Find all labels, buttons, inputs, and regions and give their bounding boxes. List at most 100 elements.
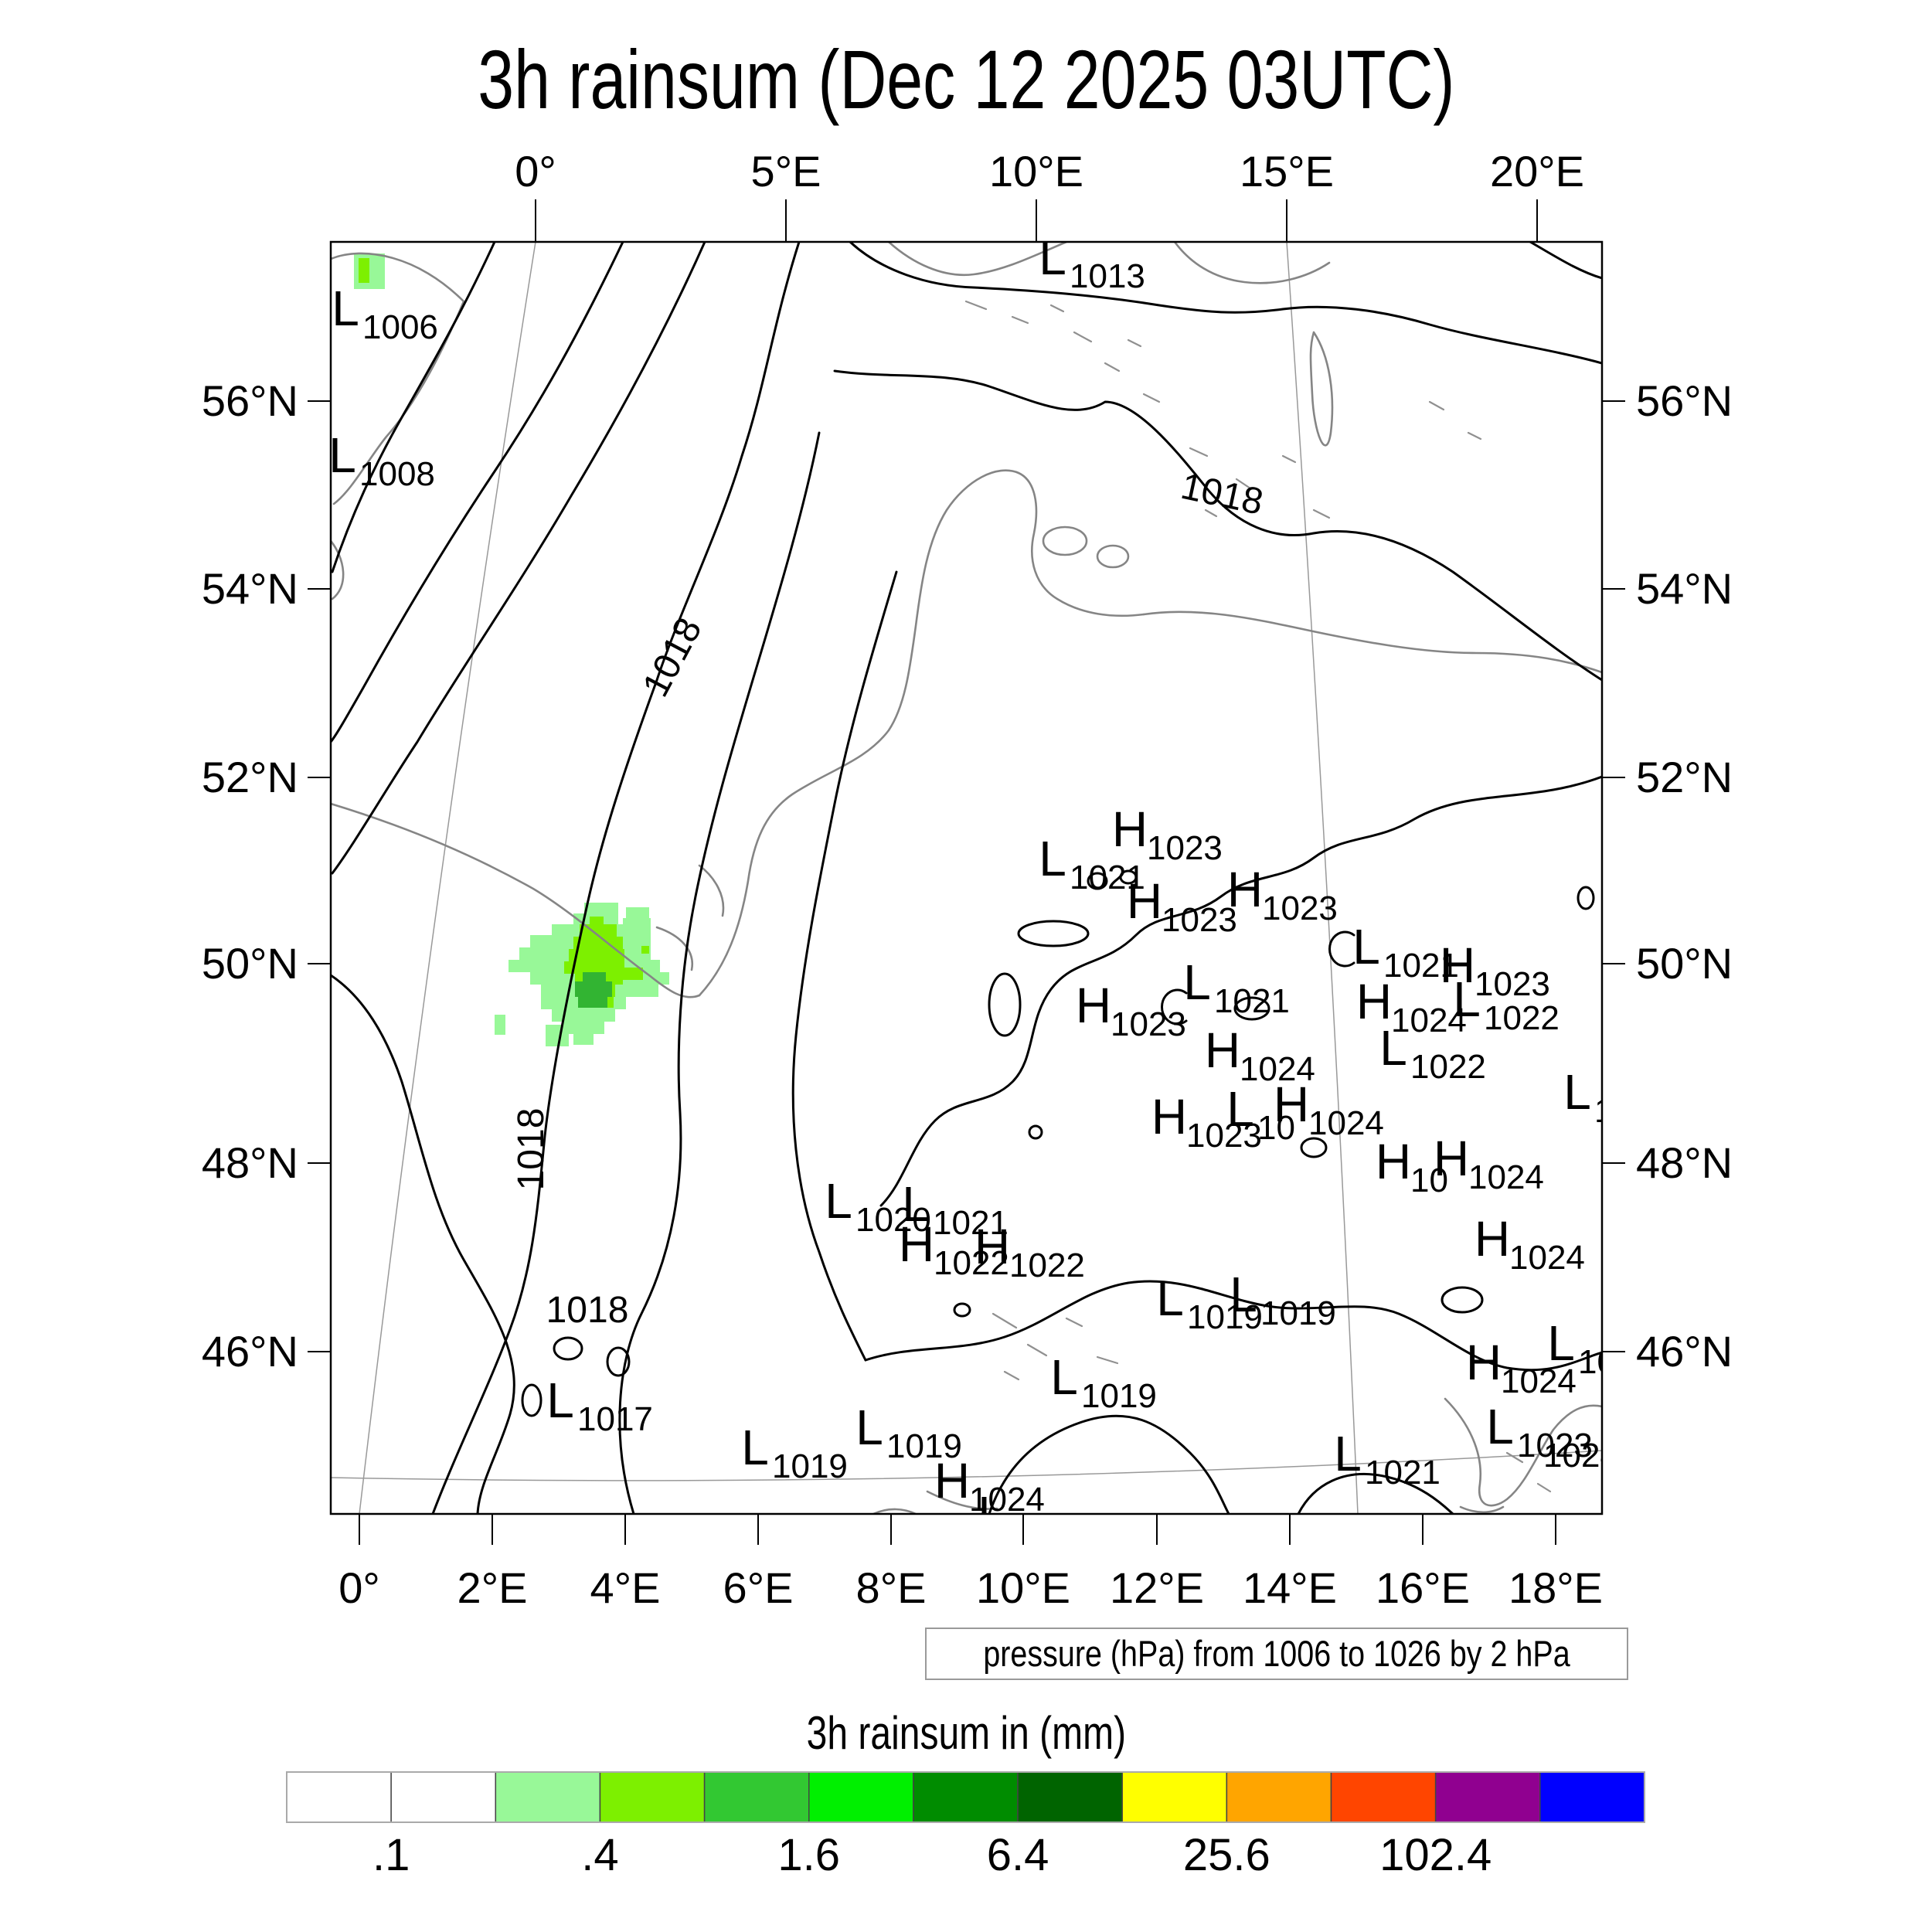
coastline-islet: [1536, 1482, 1552, 1493]
colorbar-segment: [703, 1771, 810, 1823]
rain-cell-light: [552, 1009, 615, 1022]
pressure-center-value: 1023: [1517, 1427, 1593, 1464]
pressure-center-value: 1019: [1187, 1298, 1263, 1336]
coastline-islet: [964, 300, 988, 311]
pressure-contour-closed: [1300, 1137, 1328, 1158]
pressure-center-letter: H: [1440, 937, 1475, 993]
left-axis-label: 46°N: [202, 1327, 298, 1376]
colorbar-tick-label: 1.6: [777, 1830, 840, 1880]
pressure-contour: [618, 431, 821, 1514]
pressure-contour-closed: [553, 1336, 583, 1361]
bottom-axis-label: 18°E: [1509, 1563, 1603, 1612]
pressure-center-l1013: L 1013: [1039, 230, 1145, 295]
pressure-center-letter: H: [934, 1453, 970, 1509]
pressure-contour-closed: [1233, 996, 1270, 1021]
coastline-islet: [1003, 1370, 1020, 1381]
pressure-center-letter: H: [1112, 801, 1148, 857]
pressure-center-l1022: L 1022: [978, 1486, 1005, 1542]
pressure-center-letter: L: [978, 1486, 1005, 1542]
colorbar-segment: [1539, 1771, 1645, 1823]
pressure-center-letter: H: [1076, 978, 1111, 1033]
pressure-contour: [1328, 930, 1355, 968]
bottom-axis-label: 12°E: [1110, 1563, 1204, 1612]
pressure-center-letter: H: [1475, 1211, 1510, 1267]
pressure-contour-closed: [953, 1302, 971, 1318]
top-axis-label: 0°: [515, 147, 556, 196]
coastline-islet: [1104, 362, 1121, 372]
coastline: [1173, 242, 1331, 284]
pressure-center-value: 1021: [1214, 982, 1290, 1020]
pressure-center-value: 1023: [1186, 1117, 1262, 1155]
right-axis-label: 54°N: [1636, 564, 1733, 613]
colorbar-segment: [495, 1771, 601, 1823]
rain-cell-bright: [564, 961, 624, 974]
pressure-center-l1021: L 1021: [1352, 919, 1459, 985]
pressure-contour-closed: [1119, 869, 1138, 885]
pressure-center-l1017: L 1017: [546, 1372, 653, 1438]
rain-cell-light: [584, 903, 618, 913]
pressure-center-letter: L: [1230, 1267, 1257, 1322]
pressure-center-value: 1021: [1070, 859, 1145, 896]
contour-value-label: 1018: [511, 1108, 552, 1191]
rain-cell-bright: [641, 946, 649, 954]
pressure-center-value: 1022: [1484, 999, 1560, 1037]
pressure-center-letter: L: [1039, 230, 1066, 285]
graticule-line: [1286, 242, 1359, 1514]
pressure-center-l1021: L 1021: [902, 1176, 1009, 1242]
coastline-islet: [1073, 331, 1093, 343]
pressure-contour-closed: [1440, 1286, 1484, 1314]
contour-value-label: 1018: [546, 1290, 629, 1331]
coastline-islet: [1467, 431, 1482, 440]
pressure-center-letter: L: [1563, 1064, 1591, 1120]
pressure-center-value: 1019: [1260, 1294, 1336, 1332]
rain-cell-dark: [583, 972, 606, 981]
coastline: [1142, 611, 1602, 674]
pressure-contour-closed: [1577, 886, 1595, 910]
coastline: [655, 926, 694, 971]
pressure-center-value: 1023: [1262, 889, 1338, 927]
bottom-axis-label: 6°E: [723, 1563, 794, 1612]
coastline: [887, 242, 1068, 277]
bottom-axis-label: 0°: [338, 1563, 380, 1612]
pressure-center-value: 1023: [1162, 901, 1237, 939]
pressure-center-h10: H10: [1376, 1134, 1448, 1199]
pressure-contour: [833, 369, 1602, 682]
colorbar-outline: [286, 1771, 1645, 1823]
coastline-islet: [1065, 1317, 1083, 1328]
pressure-center-letter: L: [1039, 831, 1066, 886]
pressure-center-l102: L 102: [1547, 1315, 1602, 1381]
pressure-center-value: 1021: [1365, 1454, 1440, 1492]
bottom-axis-label: 10°E: [976, 1563, 1070, 1612]
top-axis-label: 5°E: [751, 147, 821, 196]
rain-cell-light: [546, 1025, 569, 1046]
pressure-center-value: 1024: [1391, 1002, 1467, 1039]
top-axis-label: 15°E: [1240, 147, 1334, 196]
rain-cell-bright: [623, 968, 643, 980]
pressure-contour-closed: [606, 1346, 631, 1377]
pressure-center-l1021: L 1021: [1039, 831, 1145, 896]
pressure-center-value: 1006: [362, 308, 438, 346]
left-axis-label: 56°N: [202, 376, 298, 425]
coastline: [872, 1508, 917, 1514]
coastline: [698, 469, 1145, 997]
pressure-center-value: 1020: [855, 1201, 931, 1239]
pressure-center-l1022: L 1022: [1453, 971, 1560, 1037]
rain-cell-light: [563, 1022, 604, 1034]
pressure-center-l1023: L 1023: [1486, 1399, 1593, 1464]
pressure-center-letter: H: [1205, 1022, 1240, 1078]
pressure-center-value: 1024: [969, 1481, 1045, 1519]
colorbar-segment: [808, 1771, 914, 1823]
pressure-center-value: 1022: [1410, 1048, 1486, 1086]
contour-value-label: 1018: [635, 611, 710, 703]
pressure-center-letter: L: [1226, 1081, 1254, 1137]
pressure-center-l10: L 10: [1563, 1064, 1602, 1130]
bottom-axis-label: 8°E: [856, 1563, 927, 1612]
pressure-center-value: 1024: [1501, 1362, 1577, 1400]
coastline-islet: [1142, 393, 1161, 403]
